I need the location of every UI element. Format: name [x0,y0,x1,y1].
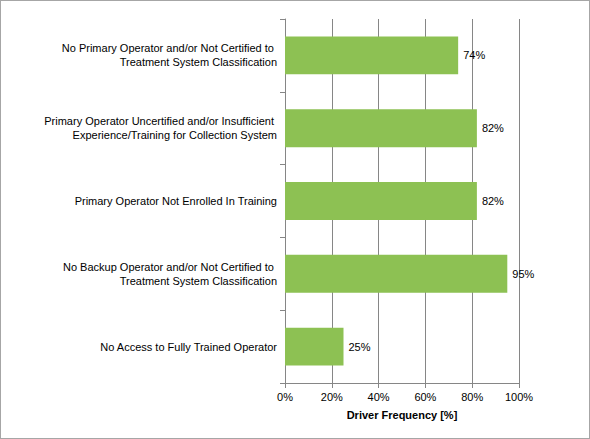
svg-text:Primary Operator Not Enrolled: Primary Operator Not Enrolled In Trainin… [75,195,277,207]
svg-text:20%: 20% [321,391,343,403]
svg-text:0%: 0% [277,391,293,403]
svg-text:No Access to Fully Trained Ope: No Access to Fully Trained Operator [100,341,277,353]
svg-text:Driver Frequency [%]: Driver Frequency [%] [347,409,458,421]
svg-text:Experience/Training for Collec: Experience/Training for Collection Syste… [73,129,277,141]
svg-text:60%: 60% [414,391,436,403]
svg-text:74%: 74% [463,49,485,61]
svg-text:Primary Operator Uncertified a: Primary Operator Uncertified and/or Insu… [44,115,277,127]
svg-text:Treatment System Classificatio: Treatment System Classification [120,56,277,68]
svg-text:82%: 82% [482,195,504,207]
svg-text:25%: 25% [349,341,371,353]
svg-text:82%: 82% [482,122,504,134]
svg-text:No Primary Operator and/or Not: No Primary Operator and/or Not Certified… [62,42,277,54]
svg-text:Treatment System Classificatio: Treatment System Classification [120,275,277,287]
svg-text:95%: 95% [512,268,534,280]
svg-text:100%: 100% [505,391,533,403]
svg-text:No Backup Operator and/or Not: No Backup Operator and/or Not Certified … [63,261,277,273]
svg-text:40%: 40% [368,391,390,403]
svg-text:80%: 80% [461,391,483,403]
